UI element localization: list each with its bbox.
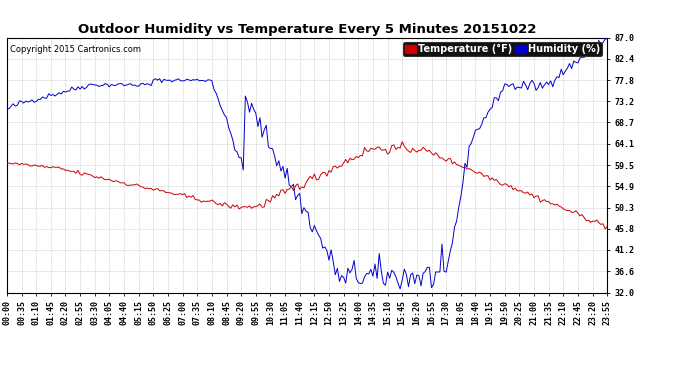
Title: Outdoor Humidity vs Temperature Every 5 Minutes 20151022: Outdoor Humidity vs Temperature Every 5 … <box>78 23 536 36</box>
Legend: Temperature (°F), Humidity (%): Temperature (°F), Humidity (%) <box>403 42 602 56</box>
Text: Copyright 2015 Cartronics.com: Copyright 2015 Cartronics.com <box>10 45 141 54</box>
